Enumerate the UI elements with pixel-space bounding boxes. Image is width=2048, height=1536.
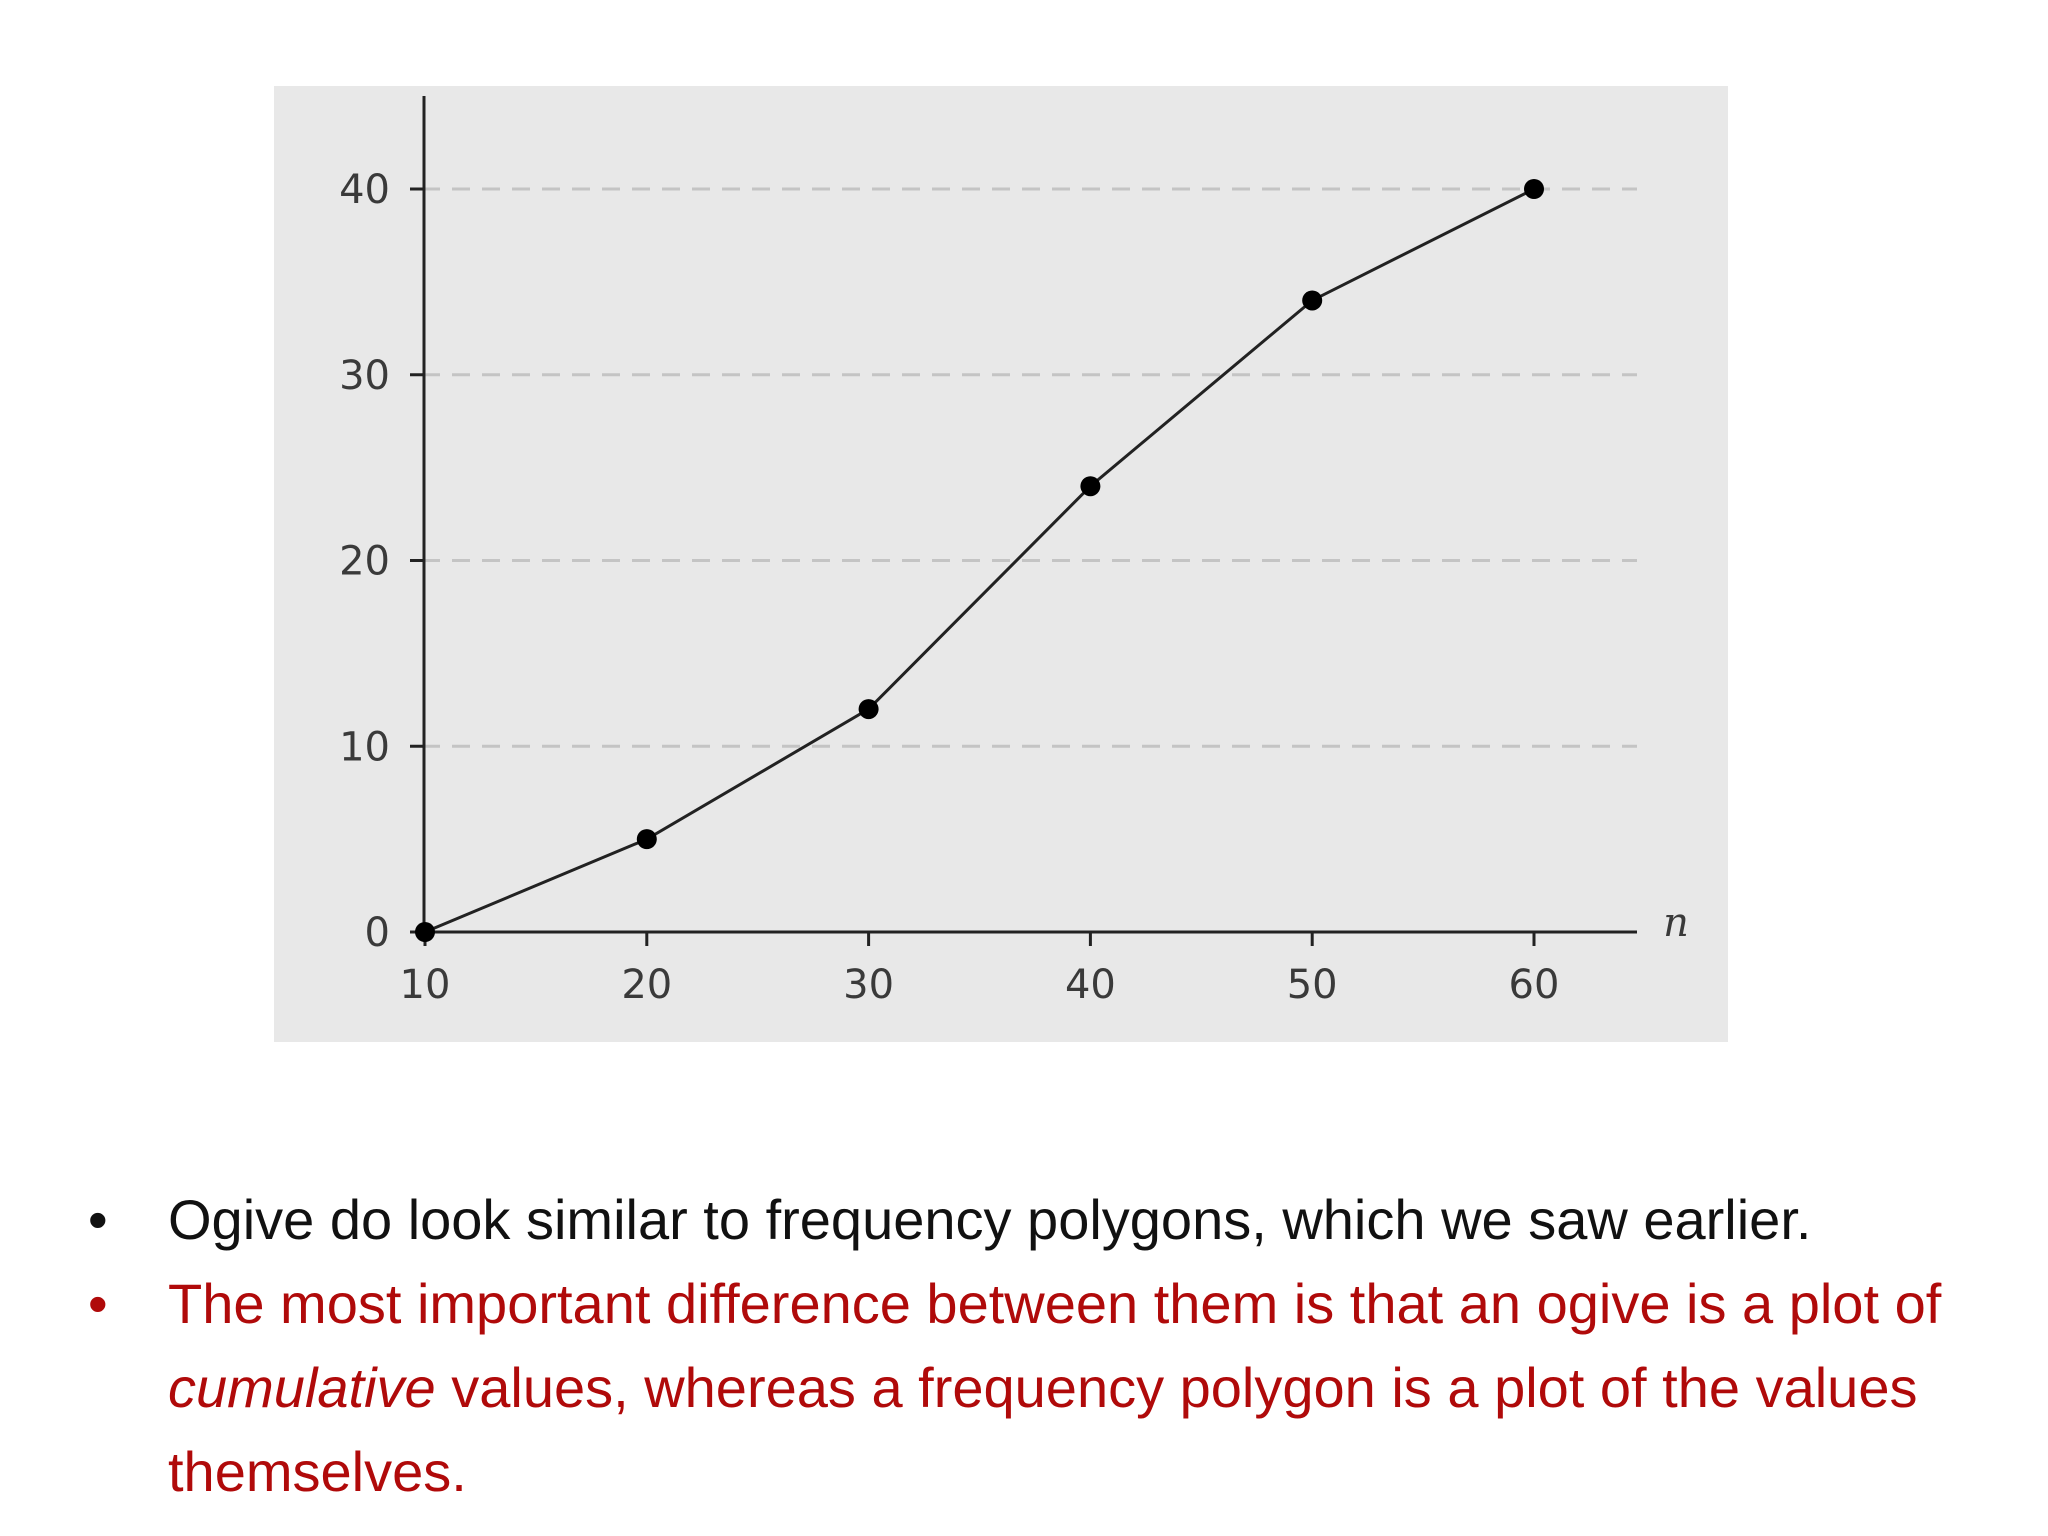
- x-axis-label: n: [1663, 900, 1689, 946]
- bullet-text: Ogive do look similar to frequency polyg…: [168, 1188, 1812, 1251]
- axes: [410, 96, 1637, 934]
- series-line: [424, 187, 1535, 934]
- data-point-50: [1302, 290, 1323, 311]
- bullet-marker: •: [88, 1272, 108, 1335]
- data-point-30: [858, 699, 879, 720]
- tick-marks: [410, 187, 1536, 946]
- x-tick-label-20: 20: [621, 962, 672, 1008]
- y-tick-label-40: 40: [339, 167, 390, 213]
- bullet-text-before: The most important difference between th…: [168, 1272, 1942, 1335]
- bullet-list: • Ogive do look similar to frequency pol…: [80, 1178, 2048, 1514]
- series-cumulative-frequency: [424, 187, 1535, 934]
- x-tick-label-30: 30: [843, 962, 894, 1008]
- grid-lines: [422, 187, 1637, 748]
- data-point-20: [636, 829, 657, 850]
- bullet-text-italic: cumulative: [168, 1356, 436, 1419]
- data-point-40: [1080, 476, 1101, 497]
- y-tick-label-20: 20: [339, 539, 390, 585]
- bullet-marker: •: [88, 1188, 108, 1251]
- x-tick-label-10: 10: [400, 962, 451, 1008]
- chart-panel: [274, 86, 1728, 1042]
- y-tick-label-30: 30: [339, 353, 390, 399]
- data-points: [415, 179, 1544, 942]
- data-point-10: [415, 922, 435, 942]
- y-tick-label-10: 10: [339, 724, 390, 770]
- x-tick-label-60: 60: [1509, 962, 1560, 1008]
- bullet-item-2: • The most important difference between …: [80, 1262, 2048, 1514]
- x-tick-label-40: 40: [1065, 962, 1116, 1008]
- bullet-text-after: values, whereas a frequency polygon is a…: [168, 1356, 1918, 1503]
- bullet-item-1: • Ogive do look similar to frequency pol…: [80, 1178, 2048, 1262]
- data-point-60: [1524, 179, 1544, 199]
- x-tick-label-50: 50: [1287, 962, 1338, 1008]
- y-tick-label-0: 0: [365, 910, 390, 956]
